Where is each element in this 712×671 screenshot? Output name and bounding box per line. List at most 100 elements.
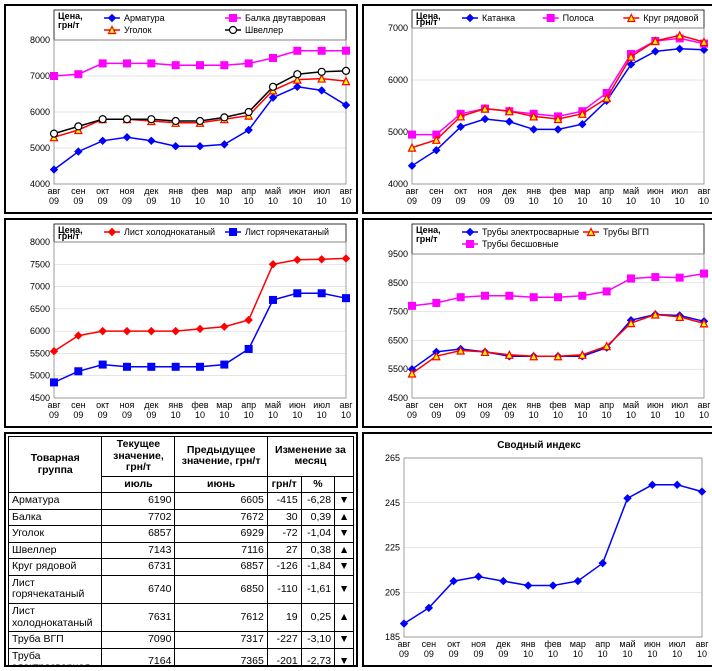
svg-text:10: 10 xyxy=(548,649,558,659)
svg-text:6500: 6500 xyxy=(388,335,408,345)
svg-text:9500: 9500 xyxy=(388,249,408,259)
svg-text:09: 09 xyxy=(480,410,490,420)
svg-text:янв: янв xyxy=(526,186,541,196)
svg-text:Трубы бесшовные: Трубы бесшовные xyxy=(482,239,559,249)
svg-text:сен: сен xyxy=(71,186,86,196)
svg-text:10: 10 xyxy=(675,410,685,420)
svg-text:июл: июл xyxy=(671,186,688,196)
svg-text:апр: апр xyxy=(599,400,614,410)
svg-text:8000: 8000 xyxy=(30,35,50,45)
svg-text:10: 10 xyxy=(317,410,327,420)
svg-text:июл: июл xyxy=(669,639,686,649)
svg-text:авг: авг xyxy=(47,400,61,410)
svg-text:Арматура: Арматура xyxy=(124,13,165,23)
svg-text:7000: 7000 xyxy=(30,71,50,81)
svg-text:5000: 5000 xyxy=(388,127,408,137)
svg-text:10: 10 xyxy=(573,649,583,659)
svg-text:дек: дек xyxy=(502,400,516,410)
svg-text:авг: авг xyxy=(339,186,353,196)
svg-text:205: 205 xyxy=(385,587,400,597)
svg-text:10: 10 xyxy=(577,410,587,420)
svg-text:10: 10 xyxy=(647,649,657,659)
svg-text:Круг рядовой: Круг рядовой xyxy=(643,13,698,23)
svg-text:10: 10 xyxy=(553,410,563,420)
svg-text:10: 10 xyxy=(523,649,533,659)
svg-text:июн: июн xyxy=(644,639,661,649)
svg-text:июл: июл xyxy=(313,186,330,196)
svg-text:авг: авг xyxy=(405,400,419,410)
svg-text:май: май xyxy=(619,639,635,649)
svg-text:авг: авг xyxy=(697,400,711,410)
svg-text:Сводный индекс: Сводный индекс xyxy=(497,440,581,451)
svg-text:10: 10 xyxy=(219,196,229,206)
svg-text:Полоса: Полоса xyxy=(563,13,594,23)
svg-text:грн/т: грн/т xyxy=(416,234,438,244)
svg-text:10: 10 xyxy=(268,196,278,206)
svg-text:окт: окт xyxy=(96,186,109,196)
svg-text:окт: окт xyxy=(96,400,109,410)
svg-text:май: май xyxy=(623,400,639,410)
svg-text:6000: 6000 xyxy=(388,75,408,85)
svg-text:09: 09 xyxy=(73,196,83,206)
svg-text:авг: авг xyxy=(397,639,411,649)
svg-text:июл: июл xyxy=(313,400,330,410)
svg-text:окт: окт xyxy=(454,186,467,196)
svg-text:мар: мар xyxy=(574,186,590,196)
chart-4: Цена,грн/тТрубы электросварныеТрубы ВГПТ… xyxy=(362,218,712,428)
svg-text:ноя: ноя xyxy=(478,186,493,196)
svg-text:10: 10 xyxy=(553,196,563,206)
svg-text:июл: июл xyxy=(671,400,688,410)
svg-text:6000: 6000 xyxy=(30,326,50,336)
svg-text:09: 09 xyxy=(399,649,409,659)
svg-text:10: 10 xyxy=(650,410,660,420)
svg-text:7000: 7000 xyxy=(388,23,408,33)
svg-text:дек: дек xyxy=(496,639,510,649)
svg-text:09: 09 xyxy=(98,196,108,206)
svg-text:июн: июн xyxy=(647,186,664,196)
chart-3: Цена,грн/тЛист холоднокатаныйЛист горяче… xyxy=(4,218,358,428)
svg-text:Балка двутавровая: Балка двутавровая xyxy=(245,13,326,23)
svg-text:09: 09 xyxy=(431,410,441,420)
svg-text:10: 10 xyxy=(195,410,205,420)
svg-text:май: май xyxy=(265,400,281,410)
svg-text:10: 10 xyxy=(292,196,302,206)
svg-text:июн: июн xyxy=(289,400,306,410)
svg-text:7500: 7500 xyxy=(30,259,50,269)
svg-text:сен: сен xyxy=(429,186,444,196)
svg-text:Уголок: Уголок xyxy=(124,25,152,35)
svg-text:10: 10 xyxy=(622,649,632,659)
svg-text:10: 10 xyxy=(529,410,539,420)
svg-text:10: 10 xyxy=(529,196,539,206)
svg-text:10: 10 xyxy=(244,196,254,206)
svg-text:грн/т: грн/т xyxy=(58,231,80,241)
svg-text:09: 09 xyxy=(73,410,83,420)
svg-text:фев: фев xyxy=(544,639,561,649)
summary-table: Товарная группаТекущее значение, грн/тПр… xyxy=(4,432,358,667)
svg-text:09: 09 xyxy=(424,649,434,659)
svg-text:09: 09 xyxy=(504,196,514,206)
svg-text:сен: сен xyxy=(71,400,86,410)
svg-text:июн: июн xyxy=(289,186,306,196)
svg-text:апр: апр xyxy=(241,400,256,410)
svg-text:янв: янв xyxy=(168,400,183,410)
svg-text:09: 09 xyxy=(49,410,59,420)
svg-text:мар: мар xyxy=(574,400,590,410)
svg-text:авг: авг xyxy=(339,400,353,410)
svg-text:10: 10 xyxy=(341,410,351,420)
th-change: Изменение за месяц xyxy=(267,437,353,477)
svg-text:апр: апр xyxy=(599,186,614,196)
table-row: Лист холоднокатаный76317612190,25▲ xyxy=(9,604,354,632)
table-row: Лист горячекатаный67406850-110-1,61▼ xyxy=(9,575,354,603)
svg-text:10: 10 xyxy=(598,649,608,659)
svg-text:10: 10 xyxy=(219,410,229,420)
chart-index: Сводный индекс185205225245265авг09сен09о… xyxy=(362,432,712,667)
svg-text:авг: авг xyxy=(695,639,709,649)
svg-text:фев: фев xyxy=(191,186,208,196)
table-row: Круг рядовой67316857-126-1,84▼ xyxy=(9,559,354,576)
svg-text:Трубы электросварные: Трубы электросварные xyxy=(482,227,579,237)
svg-text:сен: сен xyxy=(422,639,437,649)
svg-text:мар: мар xyxy=(570,639,586,649)
th-cur: Текущее значение, грн/т xyxy=(102,437,175,477)
svg-text:10: 10 xyxy=(626,196,636,206)
svg-text:10: 10 xyxy=(268,410,278,420)
